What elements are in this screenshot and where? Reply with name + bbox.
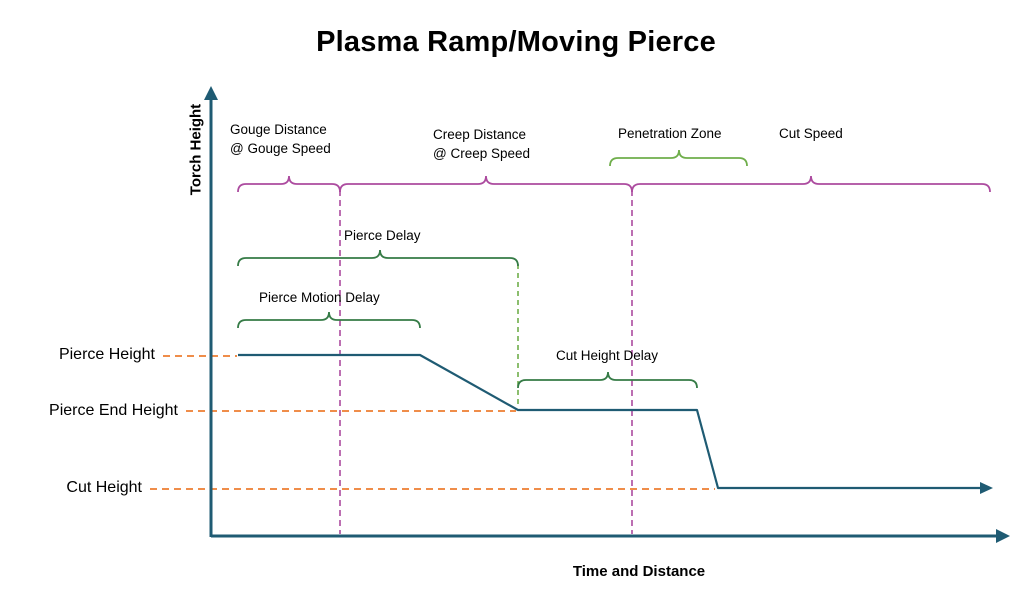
gouge-distance-brace	[237, 175, 341, 193]
cut-speed-label: Cut Speed	[779, 126, 843, 141]
y-axis-arrowhead	[204, 86, 218, 100]
y-axis-label: Torch Height	[187, 103, 205, 196]
gouge-distance-label: Gouge Distance @ Gouge Speed	[230, 122, 331, 156]
pierce-motion-delay-label: Pierce Motion Delay	[259, 290, 380, 305]
creep-distance-brace	[339, 175, 633, 193]
x-axis-label: Time and Distance	[572, 563, 706, 580]
diagram-title: Plasma Ramp/Moving Pierce	[316, 26, 716, 58]
pierce-height-label: Pierce Height	[58, 346, 155, 363]
pierce-delay-brace	[237, 249, 519, 267]
pierce-end-height-label: Pierce End Height	[49, 402, 178, 419]
cut-height-label: Cut Height	[66, 479, 142, 496]
creep-distance-label: Creep Distance @ Creep Speed	[433, 127, 531, 161]
penetration-zone-label: Penetration Zone	[618, 126, 722, 141]
profile-curve-arrowhead	[980, 482, 993, 494]
pierce-motion-delay-brace	[237, 311, 421, 329]
torch-height-profile-curve	[238, 353, 982, 490]
x-axis-arrowhead	[996, 529, 1010, 543]
penetration-zone-brace	[609, 149, 748, 167]
pierce-delay-label: Pierce Delay	[344, 228, 421, 243]
cut-speed-brace	[631, 175, 991, 193]
cut-height-delay-label: Cut Height Delay	[556, 348, 659, 363]
cut-height-delay-brace	[517, 371, 698, 389]
